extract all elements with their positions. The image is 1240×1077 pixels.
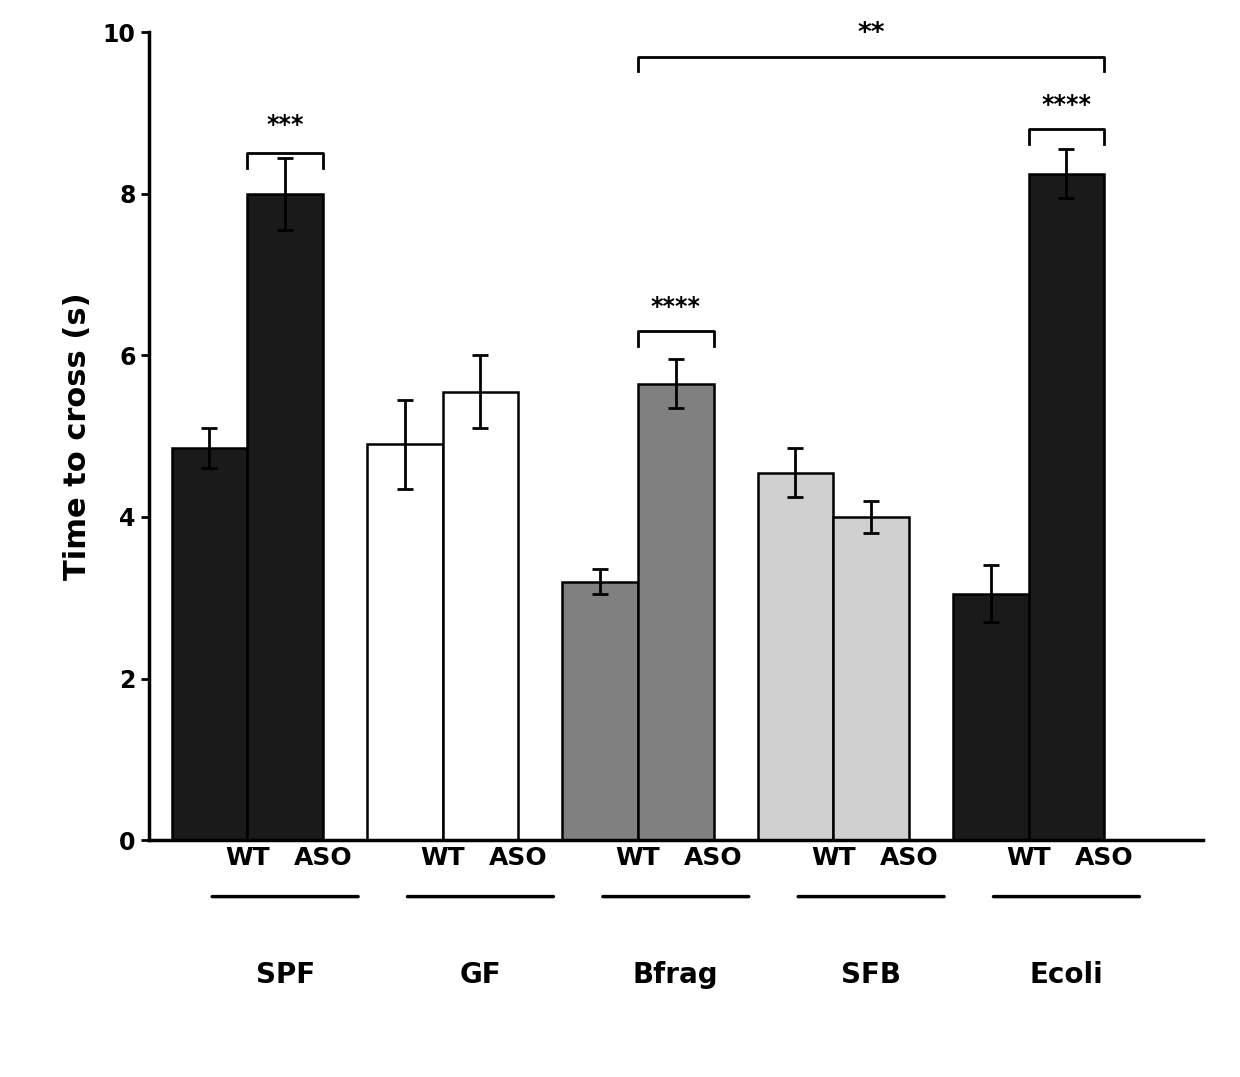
Text: ***: *** — [267, 113, 304, 137]
Bar — [171, 448, 247, 840]
Bar — [367, 444, 443, 840]
Text: SFB: SFB — [841, 962, 901, 989]
Bar — [562, 582, 637, 840]
Bar — [443, 392, 518, 840]
Text: Bfrag: Bfrag — [632, 962, 719, 989]
Bar — [952, 593, 1029, 840]
Text: ****: **** — [651, 295, 701, 319]
Bar — [758, 473, 833, 840]
Text: GF: GF — [460, 962, 501, 989]
Bar — [1029, 173, 1105, 840]
Text: Ecoli: Ecoli — [1029, 962, 1104, 989]
Bar — [247, 194, 322, 840]
Text: ****: **** — [1042, 93, 1091, 117]
Y-axis label: Time to cross (s): Time to cross (s) — [62, 292, 92, 581]
Text: **: ** — [857, 20, 885, 46]
Bar — [637, 383, 714, 840]
Text: SPF: SPF — [255, 962, 315, 989]
Bar — [833, 517, 909, 840]
